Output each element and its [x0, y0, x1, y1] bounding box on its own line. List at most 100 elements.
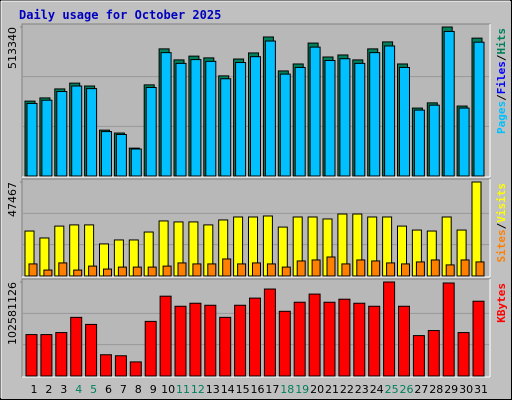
bar [278, 310, 291, 377]
bar [192, 263, 202, 277]
bar [25, 334, 38, 377]
bar [86, 88, 98, 177]
bar [101, 131, 112, 177]
x-tick-label: 3 [60, 383, 67, 396]
bar [294, 66, 306, 177]
bar [386, 262, 396, 277]
bar [115, 133, 127, 177]
x-tick-label: 8 [135, 383, 142, 396]
bar [427, 330, 440, 377]
x-tick-label: 10 [161, 383, 175, 396]
bar [145, 86, 157, 177]
x-tick-label: 5 [90, 383, 97, 396]
bar [338, 298, 351, 377]
bar [40, 334, 53, 377]
bar [162, 265, 172, 277]
x-tick-label: 21 [325, 383, 339, 396]
legend-entry: Pages [495, 101, 508, 134]
bar [399, 66, 410, 177]
bar [311, 259, 321, 277]
bar [207, 263, 217, 277]
bar [189, 302, 202, 377]
bar [103, 268, 112, 277]
x-tick-label: 14 [221, 383, 235, 396]
bar [412, 335, 425, 377]
x-tick-label: 31 [474, 383, 488, 396]
bar [457, 332, 470, 377]
bar [177, 262, 187, 277]
bar [296, 260, 306, 277]
bar [384, 45, 396, 177]
bar [235, 62, 247, 177]
bar [415, 261, 425, 277]
bar [368, 305, 381, 377]
bar [472, 300, 485, 377]
x-tick-label: 29 [444, 383, 458, 396]
bar [85, 323, 98, 377]
x-tick-label: 15 [236, 383, 250, 396]
x-tick-label: 22 [340, 383, 354, 396]
bar [237, 263, 247, 277]
bar [73, 269, 83, 277]
bar [234, 304, 247, 377]
bar [58, 262, 68, 277]
legend: Pages/Files/Hits [495, 28, 508, 134]
bar [354, 62, 366, 177]
bar [281, 266, 291, 277]
bar [250, 56, 261, 177]
x-tick-label: 2 [45, 383, 52, 396]
x-tick-label: 30 [459, 383, 473, 396]
bar [144, 320, 157, 377]
legend-separator: / [495, 54, 508, 61]
legend-entry: Hits [495, 28, 508, 55]
bar [132, 266, 142, 277]
bar [339, 58, 351, 177]
x-tick-label: 23 [355, 383, 369, 396]
x-tick-label: 16 [251, 383, 265, 396]
y-tick-label: 513340 [6, 27, 19, 69]
bar [341, 263, 351, 277]
x-tick-label: 4 [75, 383, 82, 396]
x-tick-label: 11 [176, 383, 190, 396]
bar [458, 107, 470, 177]
bar [70, 316, 83, 377]
bar [266, 263, 276, 277]
bar [71, 85, 83, 177]
x-tick-label: 20 [310, 383, 324, 396]
bar [401, 263, 410, 277]
bar [249, 297, 261, 377]
x-tick-label: 7 [120, 383, 127, 396]
bar [445, 264, 455, 277]
x-tick-label: 12 [191, 383, 205, 396]
bar [160, 52, 172, 177]
bar [353, 302, 366, 377]
bar [28, 263, 38, 277]
bar [323, 301, 336, 377]
x-tick-label: 6 [105, 383, 112, 396]
x-tick-label: 27 [414, 383, 428, 396]
legend: Sites/Visits [495, 183, 508, 263]
bar [252, 262, 261, 277]
legend-separator: / [495, 222, 508, 229]
bar [371, 260, 381, 277]
bar [442, 282, 455, 377]
bar [398, 305, 410, 377]
bar [69, 224, 80, 277]
bar [204, 304, 217, 377]
y-tick-label: 102581126 [6, 282, 19, 345]
bar [117, 266, 127, 277]
x-tick-label: 19 [295, 383, 309, 396]
bar [430, 259, 440, 277]
x-tick-label: 24 [370, 383, 384, 396]
bar [279, 73, 291, 177]
bar [41, 99, 53, 177]
x-tick-label: 28 [429, 383, 443, 396]
bar [114, 355, 127, 377]
legend-entry: Sites [495, 229, 508, 262]
bar [56, 91, 68, 177]
bar [190, 59, 202, 177]
bar [129, 361, 142, 377]
x-tick-label: 13 [206, 383, 220, 396]
bar [220, 78, 232, 177]
